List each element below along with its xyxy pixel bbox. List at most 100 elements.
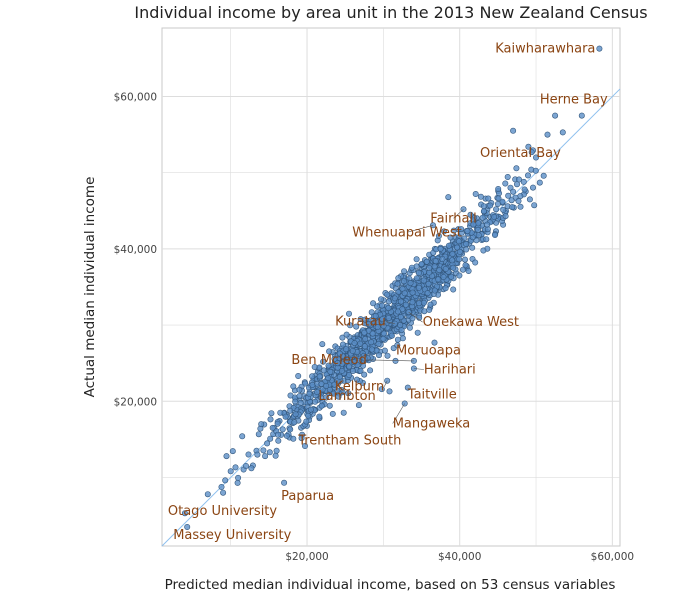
label-leaders (366, 209, 464, 424)
data-point (307, 406, 314, 413)
y-tick-label: $20,000 (114, 396, 157, 408)
data-point (325, 375, 332, 382)
point-label: Fairhall (430, 211, 476, 226)
data-point (343, 346, 350, 353)
data-point (424, 290, 431, 297)
data-point (450, 227, 457, 234)
data-point (305, 412, 312, 419)
label-leader-line (366, 359, 414, 362)
data-point (513, 181, 520, 188)
data-point (413, 256, 420, 263)
data-point (475, 232, 482, 239)
data-point (397, 313, 404, 320)
data-point (491, 232, 498, 239)
data-point (394, 342, 401, 349)
data-point (367, 367, 374, 374)
data-point (378, 386, 385, 393)
data-point (462, 262, 469, 269)
data-point (351, 340, 358, 347)
data-point (384, 352, 391, 359)
data-point (353, 323, 360, 330)
data-point (465, 267, 472, 274)
data-point (266, 449, 273, 456)
data-point (375, 340, 382, 347)
point-label: Onekawa West (423, 315, 519, 330)
data-point (368, 346, 375, 353)
data-point (532, 167, 539, 174)
data-point (442, 265, 449, 272)
data-point (515, 198, 522, 205)
data-point (351, 359, 358, 366)
data-point (494, 201, 501, 208)
data-point (414, 329, 421, 336)
data-point (314, 389, 321, 396)
point-label: Moruoapa (396, 344, 461, 359)
data-point (275, 437, 282, 444)
data-point (425, 280, 432, 287)
data-point (448, 273, 455, 280)
data-point (467, 211, 474, 218)
data-point (369, 330, 376, 337)
data-point (380, 335, 387, 342)
data-point (437, 245, 444, 252)
point-label: Harihari (424, 363, 476, 378)
data-point (309, 381, 316, 388)
data-point (339, 341, 346, 348)
data-point (480, 208, 487, 215)
data-point (204, 491, 211, 498)
data-point (559, 129, 566, 136)
data-point (339, 334, 346, 341)
data-point (491, 213, 498, 220)
data-point (409, 289, 416, 296)
data-point (345, 390, 352, 397)
label-leader-line (413, 368, 424, 370)
data-point (397, 322, 404, 329)
data-point (439, 255, 446, 262)
data-point (309, 373, 316, 380)
data-point (544, 131, 551, 138)
data-point (413, 275, 420, 282)
data-point (502, 180, 509, 187)
data-point (480, 203, 487, 210)
chart-title: Individual income by area unit in the 20… (134, 3, 647, 22)
data-point (483, 236, 490, 243)
data-point (509, 204, 516, 211)
x-axis-title: Predicted median individual income, base… (165, 577, 616, 593)
data-point (229, 448, 236, 455)
data-point (420, 277, 427, 284)
data-point (336, 373, 343, 380)
data-point (409, 299, 416, 306)
label-leader-line (385, 321, 395, 324)
data-point (347, 322, 354, 329)
data-point (394, 308, 401, 315)
data-point (274, 431, 281, 438)
data-point (290, 383, 297, 390)
data-point (335, 393, 342, 400)
data-point (295, 372, 302, 379)
data-point (334, 360, 341, 367)
data-point (485, 195, 492, 202)
data-point (596, 45, 603, 52)
data-point (380, 322, 387, 329)
data-point (487, 202, 494, 209)
data-point (222, 477, 229, 484)
data-point (521, 186, 528, 193)
data-point (459, 266, 466, 273)
data-point (432, 258, 439, 265)
data-point (316, 373, 323, 380)
data-point (384, 291, 391, 298)
axis-ticks: $20,000 $40,000 $60,000 $20,000 $40,000 $60,0… (114, 92, 634, 563)
data-point (378, 302, 385, 309)
data-point (379, 316, 386, 323)
data-point (470, 221, 477, 228)
data-point (524, 172, 531, 179)
data-point (338, 367, 345, 374)
data-point (517, 203, 524, 210)
x-tick-label: $20,000 (285, 551, 328, 563)
x-tick-label: $60,000 (591, 551, 634, 563)
data-point (477, 193, 484, 200)
data-point (312, 398, 319, 405)
data-point (370, 300, 377, 307)
data-point (227, 468, 234, 475)
